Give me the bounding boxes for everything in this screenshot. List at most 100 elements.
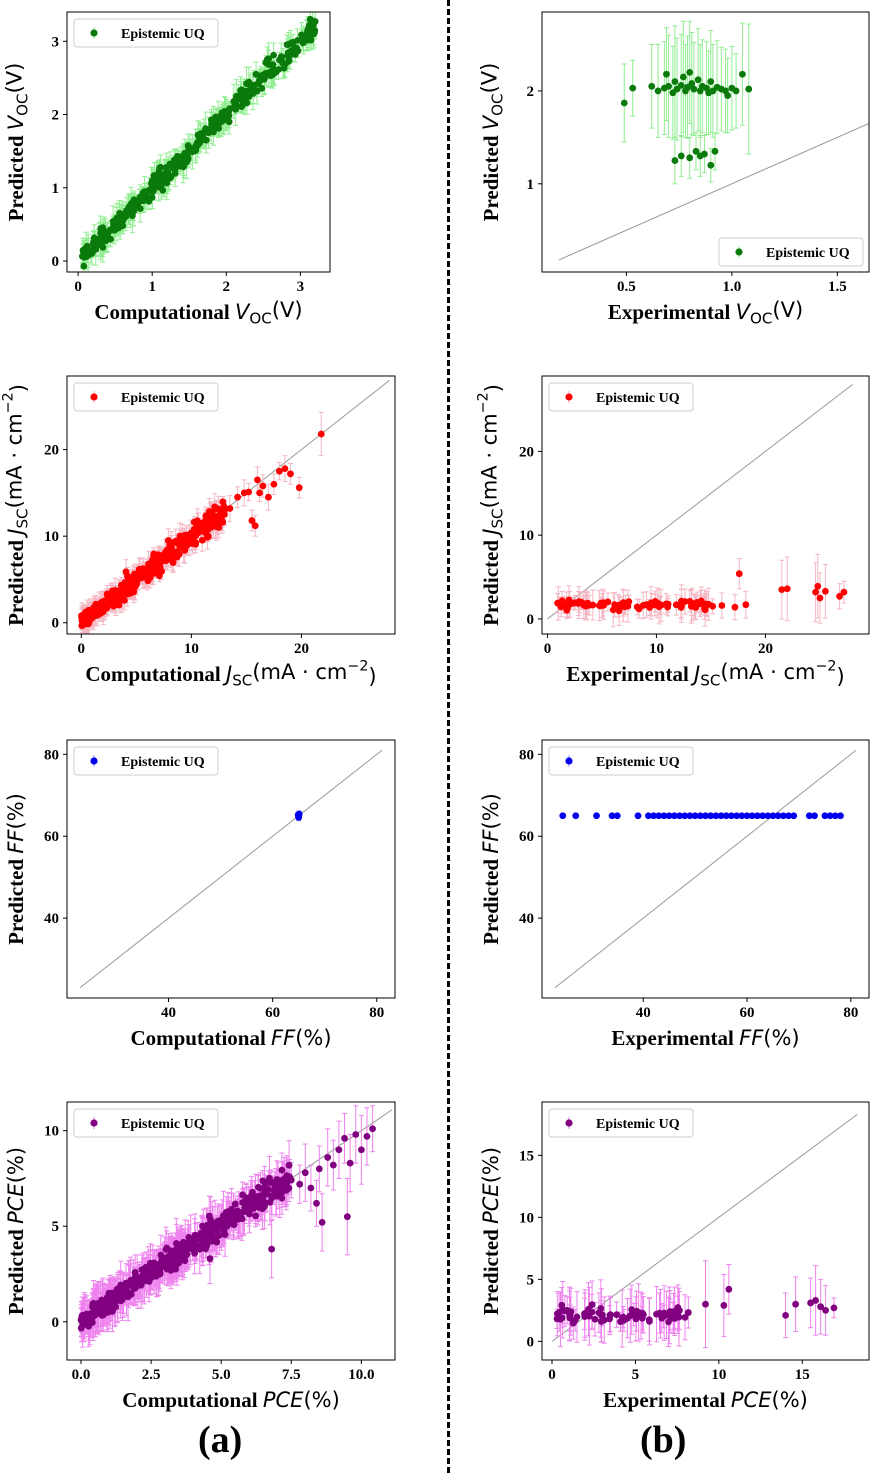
data-point: [80, 262, 88, 270]
data-point: [84, 247, 92, 255]
legend: Epistemic UQ: [73, 382, 219, 412]
y-axis-label: Predicted JSC(mA · cm−2): [476, 384, 507, 626]
data-point: [837, 812, 844, 820]
data-point: [248, 517, 256, 524]
data-point: [743, 812, 751, 820]
data-point: [609, 606, 617, 614]
data-point: [686, 68, 694, 76]
data-point: [665, 82, 672, 90]
data-point: [144, 571, 152, 579]
plot-area: [554, 749, 857, 989]
x-tick-label: 60: [740, 1005, 755, 1021]
y-tick-label: 10: [519, 528, 534, 544]
data-point: [294, 36, 301, 44]
data-points: [620, 68, 753, 169]
data-point: [677, 152, 685, 160]
plot-area: [79, 749, 383, 989]
data-point: [154, 172, 162, 180]
y-tick-label: 1: [527, 177, 535, 193]
data-point: [565, 596, 573, 604]
data-point: [155, 556, 163, 564]
data-point: [285, 56, 293, 64]
data-point: [171, 169, 179, 177]
data-point: [241, 95, 249, 103]
data-point: [256, 489, 264, 497]
data-point: [686, 154, 694, 162]
y-tick-label: 0: [52, 616, 60, 632]
x-tick-label: 3: [297, 279, 305, 295]
data-point: [718, 602, 726, 609]
data-point: [120, 583, 128, 591]
data-point: [278, 55, 285, 62]
parity-line: [79, 749, 383, 989]
data-point: [139, 189, 147, 197]
data-point: [173, 553, 181, 561]
data-point: [650, 812, 657, 820]
plot-area: [558, 20, 869, 261]
data-point: [107, 595, 115, 603]
x-tick-label: 40: [161, 1005, 176, 1021]
data-point: [707, 78, 715, 86]
plot-area: [78, 379, 390, 634]
data-point: [690, 85, 698, 93]
plot-area: [77, 1105, 393, 1348]
data-point: [621, 603, 628, 611]
data-point: [295, 484, 303, 492]
data-point: [208, 116, 215, 124]
legend: Epistemic UQ: [548, 382, 694, 412]
data-point: [164, 537, 172, 544]
legend-label: Epistemic UQ: [596, 755, 680, 770]
data-point: [728, 812, 735, 820]
data-point: [265, 493, 272, 501]
data-point: [197, 130, 205, 137]
x-tick-label: 0: [78, 641, 86, 657]
data-point: [648, 82, 656, 90]
data-point: [709, 602, 717, 610]
legend-marker: [565, 757, 573, 765]
data-point: [262, 71, 270, 79]
data-point: [739, 70, 746, 78]
data-point: [681, 812, 689, 820]
x-axis-label: Experimental JSC(mA · cm−2): [566, 659, 844, 690]
data-point: [790, 812, 798, 820]
data-point: [701, 150, 708, 158]
legend: Epistemic UQ: [73, 18, 219, 48]
data-point: [572, 812, 580, 820]
data-point: [164, 549, 172, 557]
plot-area: [79, 12, 319, 272]
data-point: [103, 235, 111, 243]
data-point: [97, 229, 105, 237]
data-point: [614, 602, 622, 610]
data-point: [633, 603, 641, 611]
chart-voc-exp: 0.5 1.0 1.5 1 2 Experimental VOC(V) Predicted …: [477, 11, 870, 328]
data-point: [629, 84, 637, 92]
y-tick-label: 60: [44, 829, 59, 845]
data-point: [178, 543, 186, 551]
data-point: [745, 85, 753, 93]
data-points: [559, 812, 844, 820]
data-point: [90, 611, 98, 619]
data-points: [79, 15, 319, 270]
x-tick-label: 0: [544, 641, 552, 657]
x-tick-label: 1.0: [722, 279, 741, 295]
x-tick-label: 0: [74, 279, 82, 295]
y-axis-label: Predicted FF(%): [479, 793, 503, 945]
y-tick-label: 10: [44, 529, 59, 545]
data-point: [183, 150, 191, 158]
data-point: [116, 209, 124, 217]
axes-frame: [541, 11, 870, 273]
data-point: [79, 614, 87, 621]
data-point: [215, 524, 223, 531]
data-point: [108, 587, 116, 595]
data-point: [679, 73, 687, 81]
data-point: [298, 32, 306, 40]
data-point: [212, 515, 220, 523]
data-point: [712, 812, 720, 820]
legend: Epistemic UQ: [548, 746, 694, 776]
axes-frame: [66, 375, 396, 635]
y-tick-label: 3: [52, 34, 60, 50]
data-point: [185, 144, 192, 152]
data-point: [202, 125, 210, 132]
y-tick-label: 0: [527, 612, 535, 628]
